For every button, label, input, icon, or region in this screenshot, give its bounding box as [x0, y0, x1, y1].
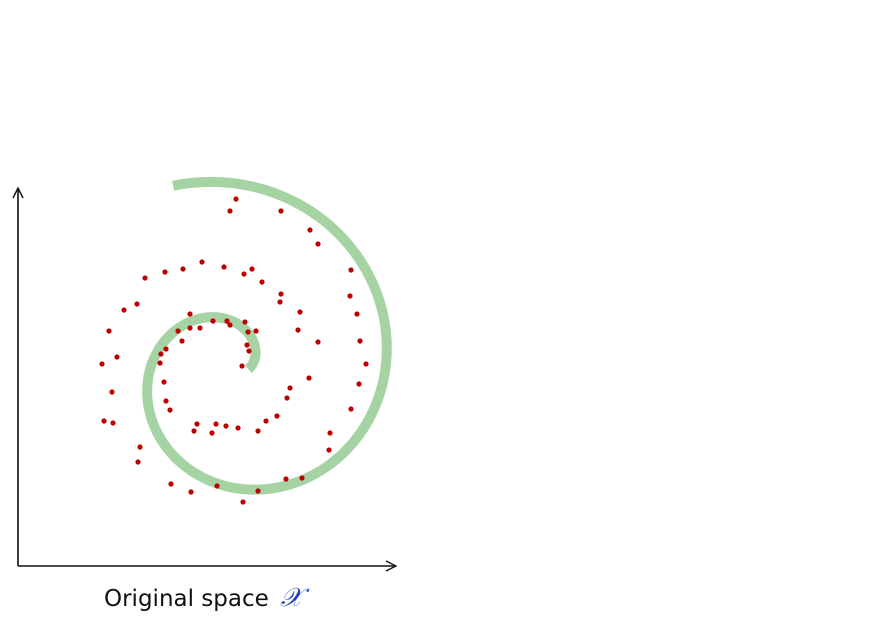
data-point	[255, 488, 261, 494]
caption-label: Original space	[104, 586, 269, 612]
data-point	[263, 418, 269, 424]
data-point	[242, 319, 248, 325]
data-point	[158, 351, 164, 357]
data-point	[162, 269, 168, 275]
data-point	[348, 267, 354, 273]
data-point	[180, 266, 186, 272]
data-point	[227, 208, 233, 214]
data-point	[274, 413, 280, 419]
data-point	[99, 361, 105, 367]
data-point	[356, 381, 362, 387]
data-point	[163, 346, 169, 352]
data-point	[244, 342, 250, 348]
data-point	[277, 299, 283, 305]
data-point	[191, 428, 197, 434]
data-point	[101, 418, 107, 424]
data-point	[327, 430, 333, 436]
data-point	[210, 318, 216, 324]
data-point	[168, 481, 174, 487]
data-point	[315, 241, 321, 247]
data-point	[106, 328, 112, 334]
data-point	[283, 476, 289, 482]
data-point	[295, 327, 301, 333]
data-point	[245, 329, 251, 335]
data-point	[347, 293, 353, 299]
data-point	[187, 311, 193, 317]
data-point	[157, 360, 163, 366]
data-point	[221, 264, 227, 270]
data-point	[121, 307, 127, 313]
space-symbol: 𝒳	[280, 583, 303, 613]
data-point	[315, 339, 321, 345]
data-point	[253, 328, 259, 334]
data-point	[213, 421, 219, 427]
data-point	[233, 196, 239, 202]
data-point	[287, 385, 293, 391]
data-point	[114, 354, 120, 360]
data-point	[326, 447, 332, 453]
data-point	[142, 275, 148, 281]
data-point	[354, 311, 360, 317]
data-point	[187, 325, 193, 331]
data-point	[137, 444, 143, 450]
data-point	[278, 291, 284, 297]
data-point	[299, 475, 305, 481]
data-point	[363, 361, 369, 367]
data-point	[357, 338, 363, 344]
data-point	[163, 398, 169, 404]
data-point	[188, 489, 194, 495]
data-point	[224, 318, 230, 324]
data-point	[348, 406, 354, 412]
scatter-points	[99, 196, 369, 505]
data-point	[109, 389, 115, 395]
data-point	[199, 259, 205, 265]
data-point	[306, 375, 312, 381]
data-point	[307, 227, 313, 233]
caption: Original space 𝒳	[104, 583, 302, 614]
data-point	[110, 420, 116, 426]
data-point	[246, 348, 252, 354]
data-point	[135, 459, 141, 465]
data-point	[179, 338, 185, 344]
data-point	[239, 363, 245, 369]
data-point	[167, 407, 173, 413]
data-point	[197, 325, 203, 331]
data-point	[249, 266, 255, 272]
data-point	[214, 483, 220, 489]
data-point	[255, 428, 261, 434]
data-point	[227, 322, 233, 328]
data-point	[278, 208, 284, 214]
data-point	[284, 395, 290, 401]
data-point	[161, 379, 167, 385]
data-point	[175, 328, 181, 334]
data-point	[259, 279, 265, 285]
data-point	[241, 271, 247, 277]
data-point	[297, 309, 303, 315]
data-point	[134, 301, 140, 307]
data-point	[194, 421, 200, 427]
spiral-manifold	[142, 176, 392, 495]
data-point	[209, 430, 215, 436]
data-point	[223, 423, 229, 429]
data-point	[235, 425, 241, 431]
data-point	[240, 499, 246, 505]
